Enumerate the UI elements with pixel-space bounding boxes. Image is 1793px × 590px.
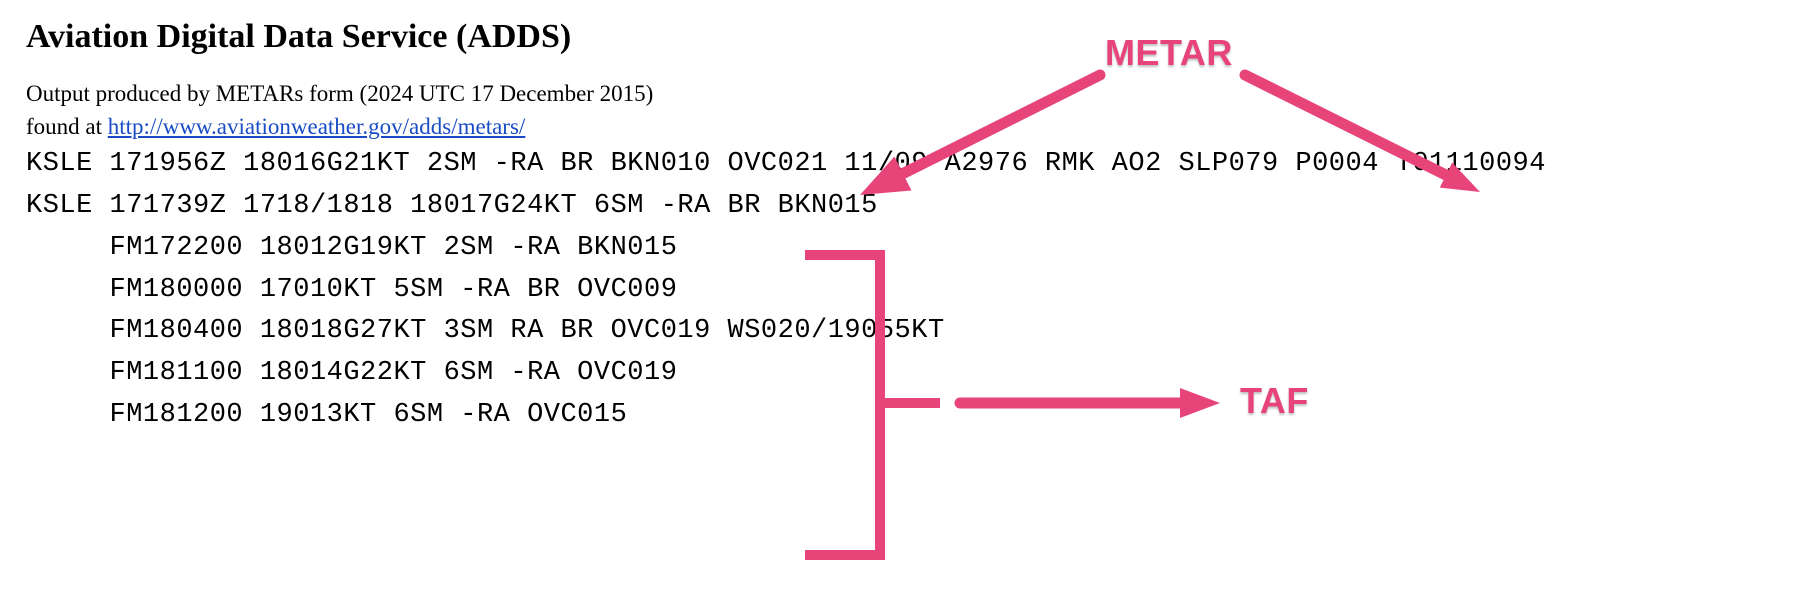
metars-link[interactable]: http://www.aviationweather.gov/adds/meta… [108,114,526,139]
page-title: Aviation Digital Data Service (ADDS) [26,18,1767,56]
metar-text: KSLE 171956Z 18016G21KT 2SM -RA BR BKN01… [26,144,1767,186]
subtitle-line-1: Output produced by METARs form (2024 UTC… [26,78,1767,109]
metar-callout-label: METAR [1105,32,1233,74]
taf-callout-label: TAF [1240,380,1309,422]
subtitle-line-2: found at http://www.aviationweather.gov/… [26,111,1767,142]
subtitle-prefix: found at [26,114,108,139]
taf-text: KSLE 171739Z 1718/1818 18017G24KT 6SM -R… [26,186,1767,437]
